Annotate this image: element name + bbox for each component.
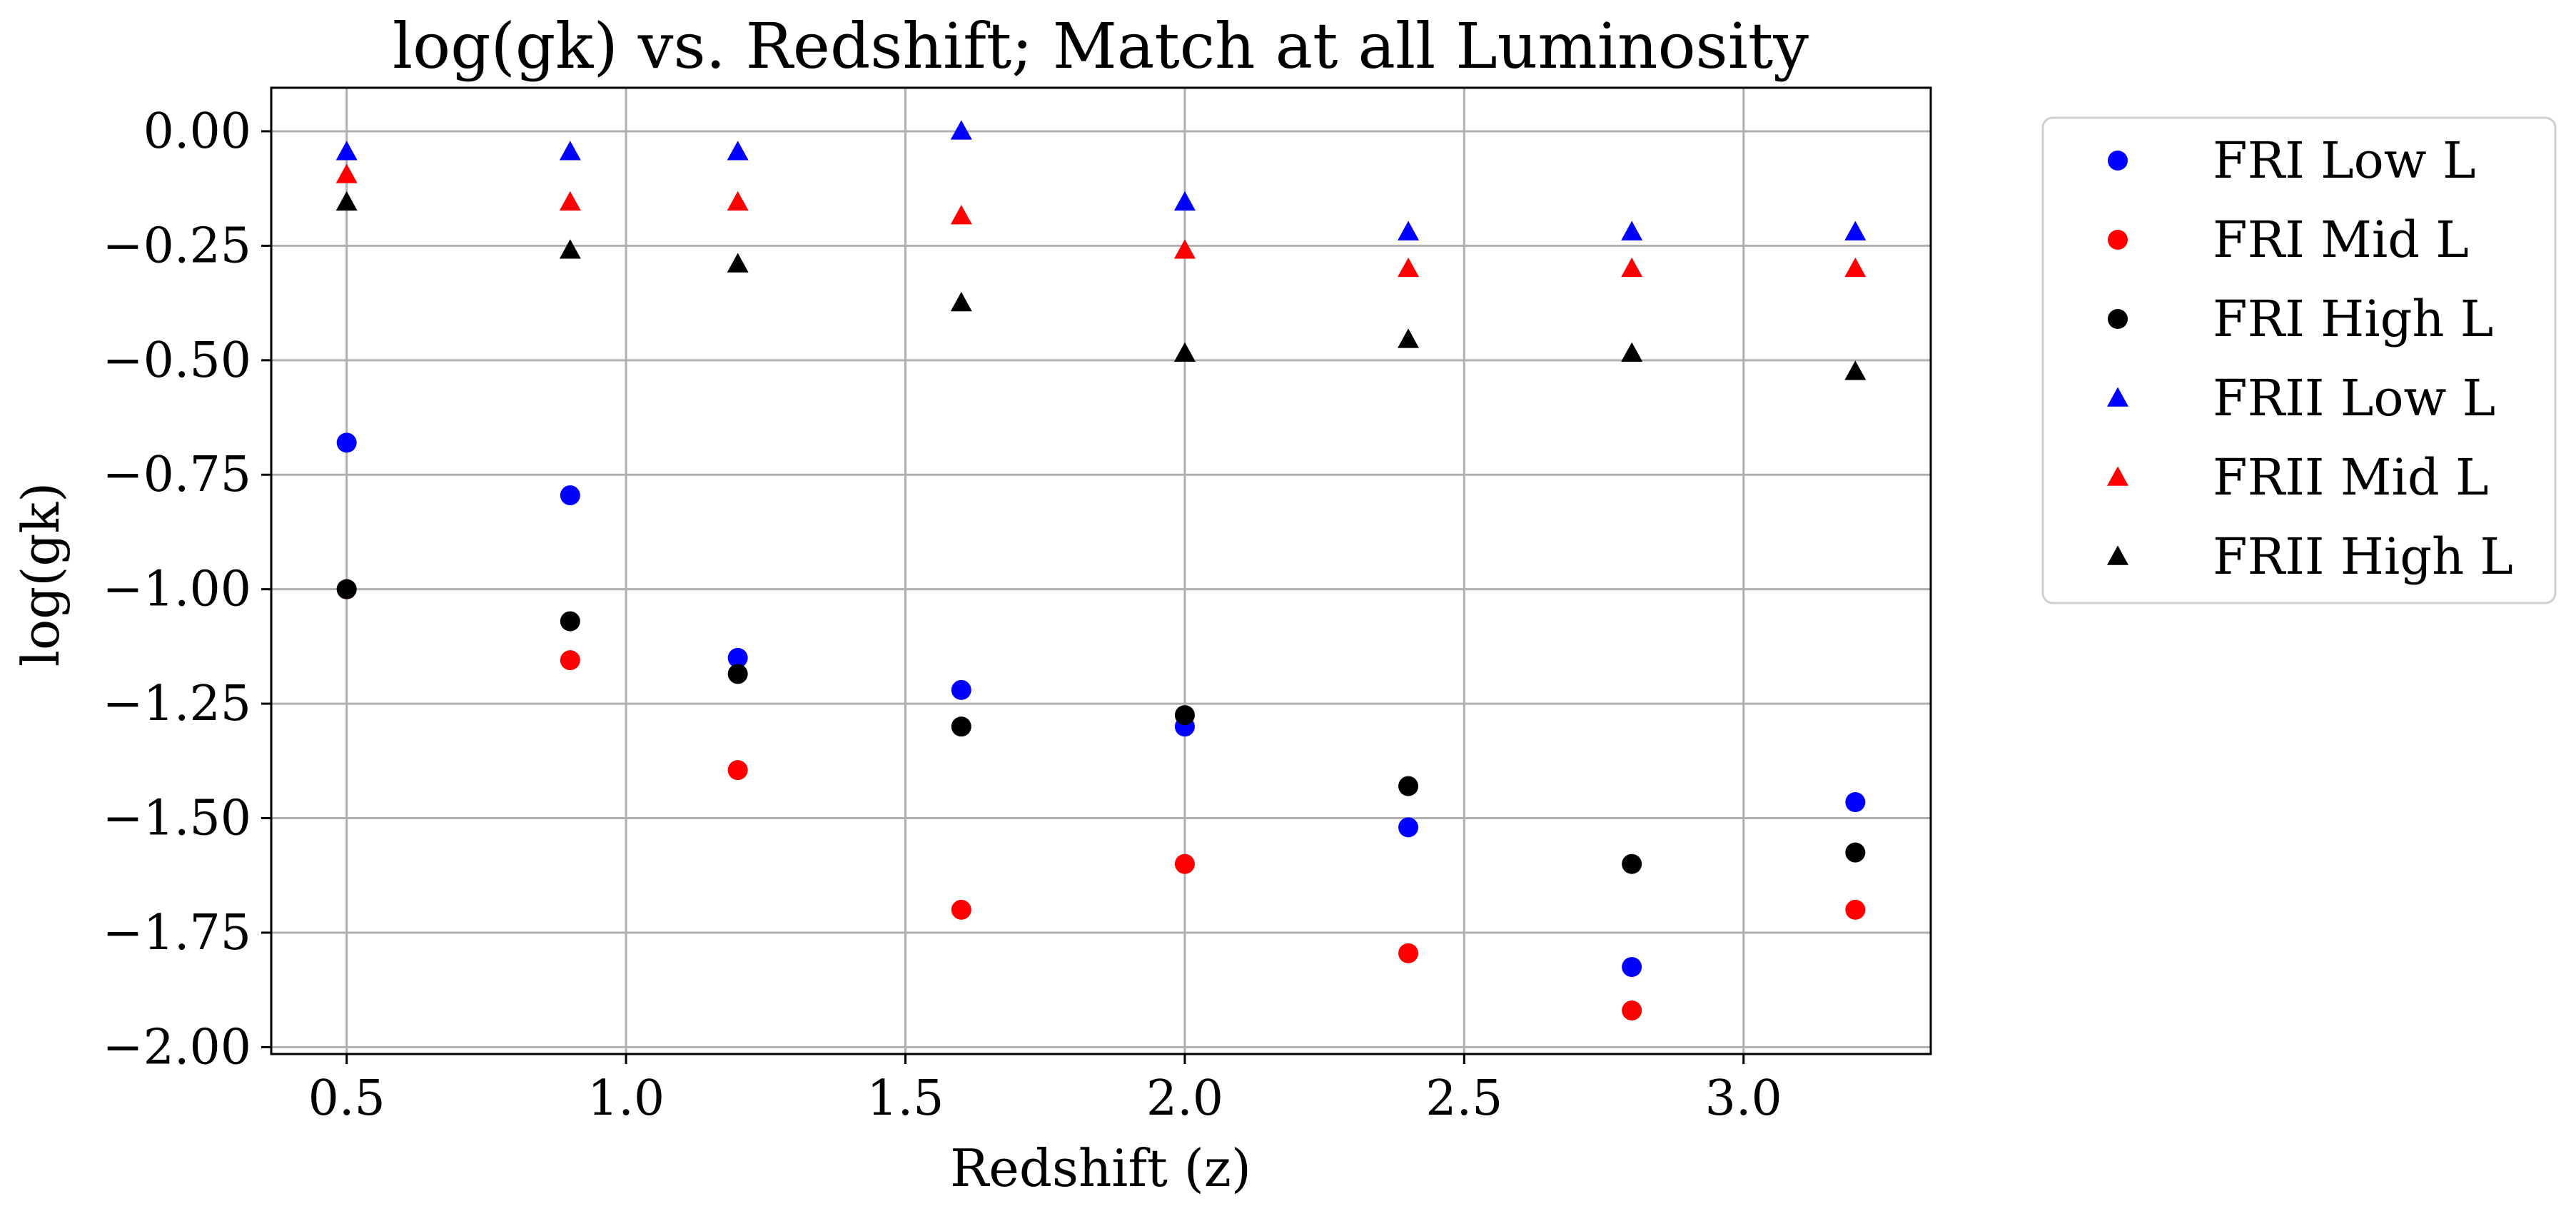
point-frii-high-l <box>1398 328 1420 348</box>
point-frii-high-l <box>727 253 749 273</box>
point-frii-mid-l <box>1844 257 1867 278</box>
point-fri-mid-l <box>1398 943 1419 963</box>
point-fri-mid-l <box>727 760 748 781</box>
point-frii-low-l <box>727 141 749 161</box>
x-tick-label: 1.0 <box>587 1070 665 1127</box>
point-fri-low-l <box>951 679 971 700</box>
point-fri-low-l <box>336 432 357 453</box>
y-tick-label: −1.50 <box>103 791 251 847</box>
point-frii-mid-l <box>335 163 358 183</box>
legend-marker-fri-low-l <box>2108 151 2128 171</box>
legend-label-fri-low-l: FRI Low L <box>2213 131 2475 190</box>
point-fri-high-l <box>951 716 971 737</box>
plot-frame <box>270 86 1932 1055</box>
point-frii-high-l <box>1844 360 1867 380</box>
point-frii-high-l <box>335 191 358 211</box>
x-tick-label: 2.0 <box>1146 1070 1223 1127</box>
legend-marker-fri-mid-l <box>2108 230 2128 250</box>
y-tick-label: −1.25 <box>103 676 251 732</box>
point-frii-mid-l <box>1173 239 1196 259</box>
point-fri-high-l <box>1845 842 1866 863</box>
point-fri-high-l <box>727 664 748 684</box>
point-frii-low-l <box>950 120 972 140</box>
point-frii-mid-l <box>727 191 749 211</box>
legend-label-frii-high-l: FRII High L <box>2213 527 2513 586</box>
chart-title: log(gk) vs. Redshift; Match at all Lumin… <box>393 9 1809 83</box>
point-fri-high-l <box>1398 776 1419 796</box>
point-frii-low-l <box>335 141 358 161</box>
point-fri-high-l <box>1174 705 1195 726</box>
legend-marker-frii-mid-l <box>2107 466 2128 486</box>
point-frii-low-l <box>1844 221 1867 240</box>
point-fri-mid-l <box>1174 853 1195 874</box>
point-fri-low-l <box>560 485 580 506</box>
y-axis-label: log(gk) <box>11 482 71 667</box>
legend-marker-frii-low-l <box>2107 387 2128 407</box>
point-frii-high-l <box>559 239 581 259</box>
x-tick-label: 1.5 <box>867 1070 944 1127</box>
point-frii-mid-l <box>1621 257 1643 278</box>
point-frii-mid-l <box>1398 257 1420 278</box>
point-frii-low-l <box>1173 191 1196 211</box>
x-axis-label: Redshift (z) <box>950 1138 1251 1198</box>
point-fri-mid-l <box>951 899 971 920</box>
y-tick-label: −0.25 <box>103 218 251 274</box>
legend-marker-fri-high-l <box>2108 309 2128 329</box>
x-axis: 0.5 1.0 1.5 2.0 2.5 3.0 <box>308 1054 1782 1127</box>
point-fri-low-l <box>1398 817 1419 838</box>
y-axis: 0.00 −0.25 −0.50 −0.75 −1.00 −1.25 −1.50 −1.75 −… <box>103 103 271 1075</box>
x-tick-label: 3.0 <box>1705 1070 1782 1127</box>
y-tick-label: −1.00 <box>103 562 251 618</box>
legend: FRI Low L FRI Mid L FRI High L FRII Low L FR… <box>2041 116 2557 604</box>
point-fri-low-l <box>727 647 748 668</box>
legend-label-fri-high-l: FRI High L <box>2213 290 2493 348</box>
point-frii-high-l <box>1173 342 1196 362</box>
y-tick-label: −0.75 <box>103 447 251 503</box>
point-fri-low-l <box>1845 792 1866 813</box>
point-fri-low-l <box>1622 957 1642 978</box>
point-frii-low-l <box>1398 221 1420 240</box>
x-tick-label: 2.5 <box>1425 1070 1502 1127</box>
point-fri-high-l <box>1622 853 1642 874</box>
legend-label-frii-mid-l: FRII Mid L <box>2213 448 2488 507</box>
y-tick-label: −1.75 <box>103 905 251 961</box>
point-frii-mid-l <box>950 205 972 225</box>
point-fri-mid-l <box>560 650 580 671</box>
point-frii-low-l <box>559 141 581 161</box>
legend-label-frii-low-l: FRII Low L <box>2213 369 2495 427</box>
point-frii-low-l <box>1621 221 1643 240</box>
point-fri-high-l <box>336 579 357 599</box>
data-points <box>335 120 1867 1021</box>
x-tick-label: 0.5 <box>308 1070 385 1127</box>
point-frii-high-l <box>950 292 972 312</box>
point-fri-mid-l <box>1845 899 1866 920</box>
point-fri-high-l <box>560 611 580 632</box>
legend-label-fri-mid-l: FRI Mid L <box>2213 211 2469 269</box>
legend-box <box>2041 116 2557 604</box>
legend-marker-frii-high-l <box>2107 545 2128 565</box>
grid <box>271 88 1931 1054</box>
y-tick-label: −2.00 <box>103 1019 251 1075</box>
point-fri-mid-l <box>1622 1000 1642 1021</box>
y-tick-label: 0.00 <box>143 103 251 160</box>
y-tick-label: −0.50 <box>103 333 251 389</box>
point-frii-high-l <box>1621 342 1643 362</box>
point-frii-mid-l <box>559 191 581 211</box>
